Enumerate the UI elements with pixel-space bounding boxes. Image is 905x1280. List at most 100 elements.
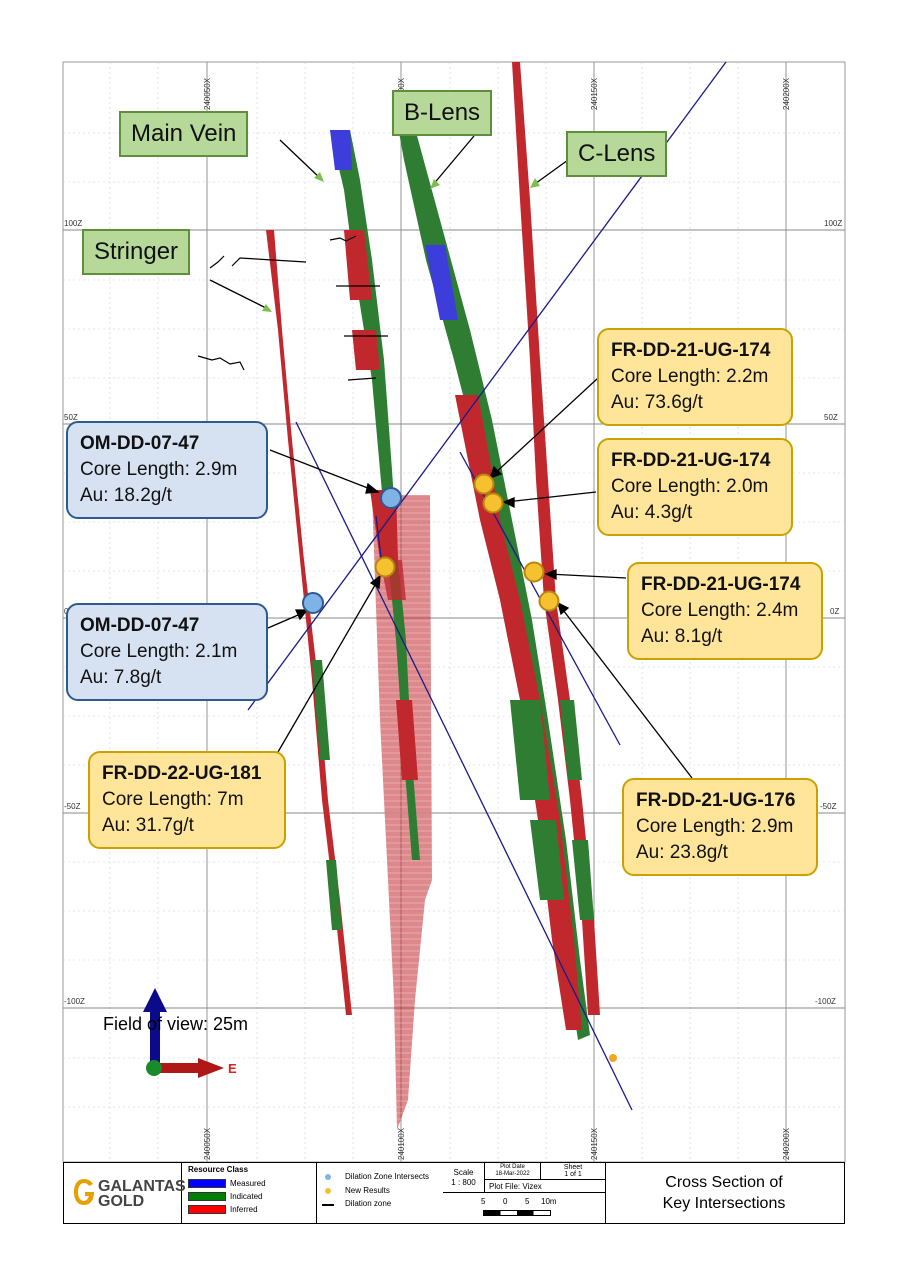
scale-tick: 10m [541, 1197, 557, 1206]
core-length: Core Length: 2.4m [641, 600, 799, 621]
plot-file: Plot File: Vizex [485, 1180, 606, 1193]
indicated-swatch [188, 1192, 226, 1201]
hole-id: FR-DD-21-UG-174 [611, 450, 771, 471]
sheet-value: 1 of 1 [564, 1171, 582, 1178]
hole-id: FR-DD-21-UG-174 [641, 574, 801, 595]
grid-z-label: 100Z [64, 219, 82, 228]
drill-hole-end-marker [609, 1054, 617, 1062]
core-length: Core Length: 2.2m [611, 366, 769, 387]
plot-date-value: 18-Mar-2022 [495, 1171, 530, 1177]
new-result-marker [538, 590, 560, 612]
scale-tick: 5 [525, 1197, 530, 1206]
scale-bar [483, 1210, 551, 1216]
new-result-marker [482, 492, 504, 514]
new-results-symbol [325, 1188, 331, 1194]
intersection-callout: FR-DD-21-UG-176 Core Length: 2.9m Au: 23… [622, 778, 818, 876]
intersection-callout: FR-DD-21-UG-174 Core Length: 2.4m Au: 8.… [627, 562, 823, 660]
measured-label: Measured [230, 1179, 266, 1188]
resource-class-cell: Resource Class Measured Indicated Inferr… [182, 1163, 317, 1223]
intersect-marker [302, 592, 324, 614]
au-grade: Au: 73.6g/t [611, 392, 703, 413]
grid-x-labels-bottom: 240050X 240100X 240150X 240200X [203, 1127, 791, 1160]
grid-z-label: -50Z [820, 802, 837, 811]
resource-class-title: Resource Class [188, 1165, 249, 1174]
intersection-callout: FR-DD-22-UG-181 Core Length: 7m Au: 31.7… [88, 751, 286, 849]
au-grade: Au: 23.8g/t [636, 842, 728, 863]
dilation-intersect-symbol [325, 1174, 331, 1180]
grid-z-labels-right: 100Z 50Z 0Z -50Z -100Z [815, 219, 842, 1006]
grid-z-label: -100Z [64, 997, 85, 1006]
grid-z-label: 0Z [830, 607, 839, 616]
au-grade: Au: 8.1g/t [641, 626, 723, 647]
grid-x-label: 240200X [782, 1127, 791, 1160]
scale-tick: 0 [503, 1197, 508, 1206]
grid-x-label: 240150X [590, 77, 599, 110]
c-lens-label: C-Lens [566, 131, 668, 177]
dilation-zone-lines [197, 235, 388, 381]
core-length: Core Length: 7m [102, 789, 244, 810]
logo-text: GALANTAS GOLD [98, 1178, 186, 1210]
hole-id: OM-DD-07-47 [80, 615, 200, 636]
logo-line1: GALANTAS [98, 1178, 186, 1195]
inferred-label: Inferred [230, 1205, 258, 1214]
galantas-logo-icon [74, 1179, 94, 1205]
plot-date-label: Plot Date [500, 1164, 525, 1170]
measured-swatch [188, 1179, 226, 1188]
main-vein-label: Main Vein [119, 111, 249, 157]
au-grade: Au: 4.3g/t [611, 502, 693, 523]
scale-tick: 5 [481, 1197, 486, 1206]
east-axis-label: E [228, 1061, 237, 1076]
stringer-label: Stringer [82, 229, 191, 275]
grid-x-label: 240150X [590, 1127, 599, 1160]
grid-z-label: -50Z [64, 802, 81, 811]
au-grade: Au: 7.8g/t [80, 667, 162, 688]
grid-z-label: 50Z [64, 413, 78, 422]
new-result-marker [473, 473, 495, 495]
grid-z-label: 100Z [824, 219, 842, 228]
dilation-intersects-label: Dilation Zone Intersects [345, 1172, 430, 1181]
hole-id: FR-DD-21-UG-176 [636, 790, 796, 811]
sheet-box: Sheet 1 of 1 [541, 1163, 605, 1180]
legend-footer: GALANTAS GOLD Resource Class Measured In… [63, 1162, 845, 1224]
indicated-label: Indicated [230, 1192, 263, 1201]
b-lens [395, 110, 590, 1040]
core-length: Core Length: 2.9m [636, 816, 794, 837]
scale-label: Scale [453, 1168, 474, 1177]
au-grade: Au: 31.7g/t [102, 815, 194, 836]
grid-z-label: -100Z [815, 997, 836, 1006]
title-line2: Key Intersections [662, 1195, 786, 1212]
north-axis [150, 1010, 160, 1066]
core-length: Core Length: 2.0m [611, 476, 769, 497]
sheet-label: Sheet [563, 1164, 583, 1171]
intersection-callout: FR-DD-21-UG-174 Core Length: 2.2m Au: 73… [597, 328, 793, 426]
logo-cell: GALANTAS GOLD [64, 1163, 186, 1223]
new-results-label: New Results [345, 1186, 390, 1195]
title-line1: Cross Section of [665, 1174, 783, 1191]
b-lens-label: B-Lens [392, 90, 493, 136]
hole-id: OM-DD-07-47 [80, 433, 200, 454]
intersection-callout: FR-DD-21-UG-174 Core Length: 2.0m Au: 4.… [597, 438, 793, 536]
grid-x-label: 240200X [782, 77, 791, 110]
field-of-view-label: Field of view: 25m [103, 1014, 249, 1034]
title-block: Cross Section of Key Intersections [604, 1163, 844, 1223]
symbol-legend-cell: Dilation Zone Intersects New Results Dil… [317, 1163, 443, 1223]
core-length: Core Length: 2.1m [80, 641, 238, 662]
hole-id: FR-DD-21-UG-174 [611, 340, 771, 361]
inferred-swatch [188, 1205, 226, 1214]
leader-lines [209, 135, 693, 779]
new-result-marker [374, 556, 396, 578]
dilation-intersect-markers [302, 487, 402, 614]
axis-origin [146, 1060, 162, 1076]
plot-date-box: Plot Date 18-Mar-2022 [485, 1163, 541, 1180]
c-lens [512, 62, 600, 1015]
dilation-zone-label: Dilation zone [345, 1199, 392, 1208]
scale-box: Scale 1 : 800 [443, 1163, 485, 1193]
dilation-zone-symbol [322, 1204, 334, 1206]
grid-x-label: 240050X [203, 77, 212, 110]
core-length: Core Length: 2.9m [80, 459, 238, 480]
grid-z-label: 50Z [824, 413, 838, 422]
intersection-callout: OM-DD-07-47 Core Length: 2.9m Au: 18.2g/… [66, 421, 268, 519]
new-result-markers [374, 473, 560, 612]
dilation-body [372, 495, 432, 1130]
intersection-callout: OM-DD-07-47 Core Length: 2.1m Au: 7.8g/t [66, 603, 268, 701]
